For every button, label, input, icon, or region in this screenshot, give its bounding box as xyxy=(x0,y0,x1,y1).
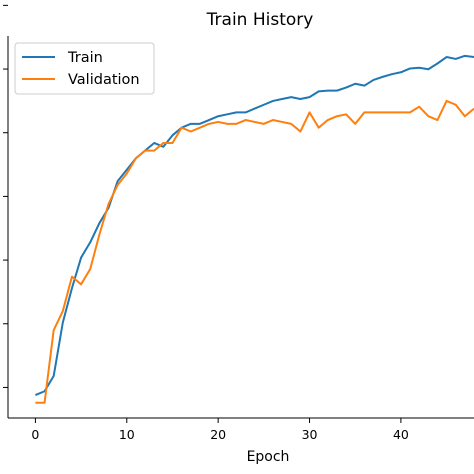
x-tick-label: 10 xyxy=(119,427,135,442)
legend-frame xyxy=(14,42,155,95)
x-ticks: 0 10 20 30 40 xyxy=(31,418,409,442)
series-line-validation xyxy=(35,99,474,404)
series-layer xyxy=(35,54,474,404)
legend-label-train: Train xyxy=(67,50,103,66)
x-tick-label: 0 xyxy=(31,427,39,442)
x-axis-label: Epoch xyxy=(247,449,290,465)
plot-area: 0 10 20 30 40 xyxy=(3,4,474,442)
x-tick-label: 20 xyxy=(210,427,226,442)
series-line-train xyxy=(35,54,474,397)
legend-label-validation: Validation xyxy=(68,72,140,88)
x-tick-label: 30 xyxy=(302,427,318,442)
x-tick-label: 40 xyxy=(393,427,409,442)
legend: Train Validation xyxy=(14,42,155,95)
chart-title: Train History xyxy=(206,10,314,30)
y-ticks xyxy=(3,4,8,388)
